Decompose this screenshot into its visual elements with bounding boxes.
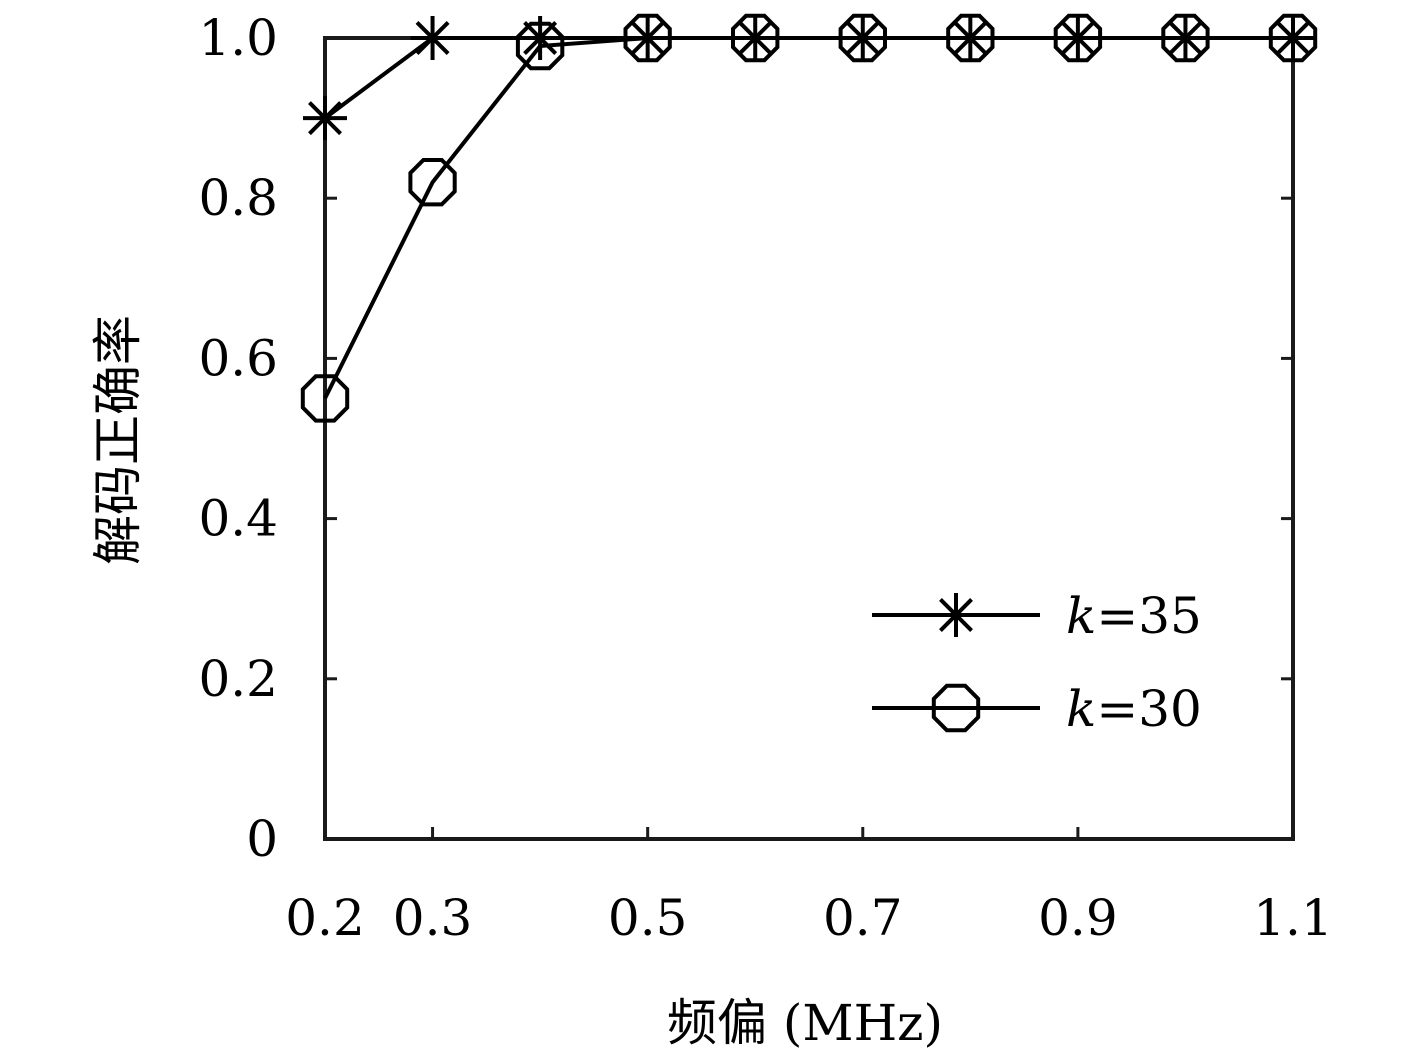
octagon-marker	[408, 158, 457, 207]
series-line	[323, 36, 1293, 120]
y-tick-label: 0.8	[198, 169, 278, 227]
octagon-marker	[1053, 13, 1103, 63]
asterisk-marker	[410, 16, 455, 60]
asterisk-marker	[303, 96, 347, 141]
x-tick-label: 0.3	[393, 889, 473, 947]
series-octagon	[300, 13, 1318, 423]
legend-label: k=35	[1066, 587, 1202, 645]
series-line	[323, 36, 1293, 400]
x-tick-label: 0.9	[1038, 889, 1118, 947]
x-ticks: 0.2 0.3 0.5 0.7 0.9 1.1	[285, 38, 1333, 947]
legend-label-k: k	[1066, 587, 1096, 645]
asterisk-marker	[934, 593, 978, 637]
octagon-marker	[838, 13, 887, 63]
y-tick-label: 0.2	[198, 650, 278, 708]
y-tick-label: 0.6	[198, 329, 278, 387]
x-axis-label: 频偏 (MHz)	[667, 994, 943, 1052]
legend-entry: k=35	[872, 587, 1202, 645]
legend-label-num: 30	[1138, 680, 1202, 738]
y-tick-label: 0	[246, 810, 278, 868]
octagon-marker	[931, 683, 981, 733]
x-tick-label: 0.2	[285, 889, 365, 947]
y-tick-label: 0.4	[198, 490, 278, 548]
legend-entry: k=30	[872, 680, 1202, 738]
octagon-marker	[623, 13, 672, 63]
octagon-marker	[1161, 13, 1210, 63]
legend-label: k=30	[1066, 680, 1202, 738]
legend: k=35k=30	[872, 587, 1202, 738]
x-tick-label: 1.1	[1253, 889, 1333, 947]
legend-label-num: 35	[1138, 587, 1202, 645]
y-axis-label: 解码正确率	[89, 315, 147, 565]
octagon-marker	[300, 374, 350, 423]
octagon-marker	[946, 13, 995, 63]
legend-label-eq: =	[1096, 587, 1138, 645]
y-ticks: 0 0.2 0.4 0.6 0.8 1.0	[198, 9, 1293, 868]
y-tick-label: 1.0	[198, 9, 278, 67]
x-tick-label: 0.5	[608, 889, 688, 947]
octagon-marker	[731, 13, 780, 63]
legend-label-k: k	[1066, 680, 1096, 738]
legend-label-eq: =	[1096, 680, 1138, 738]
octagon-marker	[515, 21, 565, 71]
series-layer	[300, 13, 1318, 423]
x-tick-label: 0.7	[823, 889, 903, 947]
octagon-marker	[1268, 13, 1318, 63]
